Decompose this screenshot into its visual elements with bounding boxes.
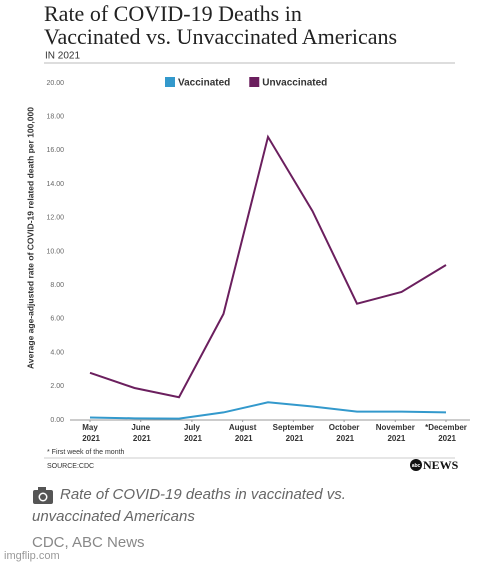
y-tick-label: 14.00 (46, 181, 64, 188)
camera-icon (33, 487, 53, 504)
y-tick-label: 20.00 (46, 80, 64, 87)
y-tick-label: 2.00 (50, 383, 64, 390)
x-tick-label: September 2021 (273, 423, 314, 443)
caption: Rate of COVID-19 deaths in vaccinated vs… (32, 486, 346, 525)
y-axis-label: Average age-adjusted rate of COVID-19 re… (25, 107, 35, 369)
x-tick-label: November 2021 (376, 423, 415, 443)
x-tick-label: October 2021 (329, 423, 360, 443)
y-tick-label: 4.00 (50, 349, 64, 356)
logo-news: NEWS (423, 458, 459, 472)
y-tick-label: 12.00 (46, 215, 64, 222)
watermark: imgflip.com (4, 550, 60, 562)
y-tick-label: 6.00 (50, 316, 64, 323)
chart-subtitle: IN 2021 (45, 51, 80, 62)
y-tick-label: 0.00 (50, 417, 64, 424)
x-tick-label: August 2021 (229, 423, 257, 443)
logo-abc: abc (412, 463, 421, 469)
chart: Rate of COVID-19 Deaths in Vaccinated vs… (25, 1, 470, 472)
legend-swatch (249, 77, 260, 87)
y-tick-label: 8.00 (50, 282, 64, 289)
legend-swatch (165, 77, 175, 87)
footnote: * First week of the month (47, 449, 125, 456)
logo-mark (410, 459, 422, 471)
x-tick-label: July 2021 (182, 423, 203, 443)
credit: CDC, ABC News (32, 534, 145, 551)
x-tick-label: *December 2021 (425, 423, 467, 443)
x-tick-label: May 2021 (80, 423, 101, 443)
chart-title: Vaccinated vs. Unvaccinated Americans (44, 24, 397, 49)
chart-title: Rate of COVID-19 Deaths in (44, 1, 302, 26)
series-line (89, 401, 447, 420)
y-tick-label: 18.00 (46, 114, 64, 121)
y-tick-label: 16.00 (46, 147, 64, 154)
series-line (89, 134, 447, 399)
legend-label: Unvaccinated (262, 78, 327, 89)
source: SOURCE:CDC (47, 463, 94, 470)
y-tick-label: 10.00 (46, 248, 64, 255)
legend-label: Vaccinated (178, 78, 230, 89)
x-tick-label: June 2021 (131, 423, 152, 443)
